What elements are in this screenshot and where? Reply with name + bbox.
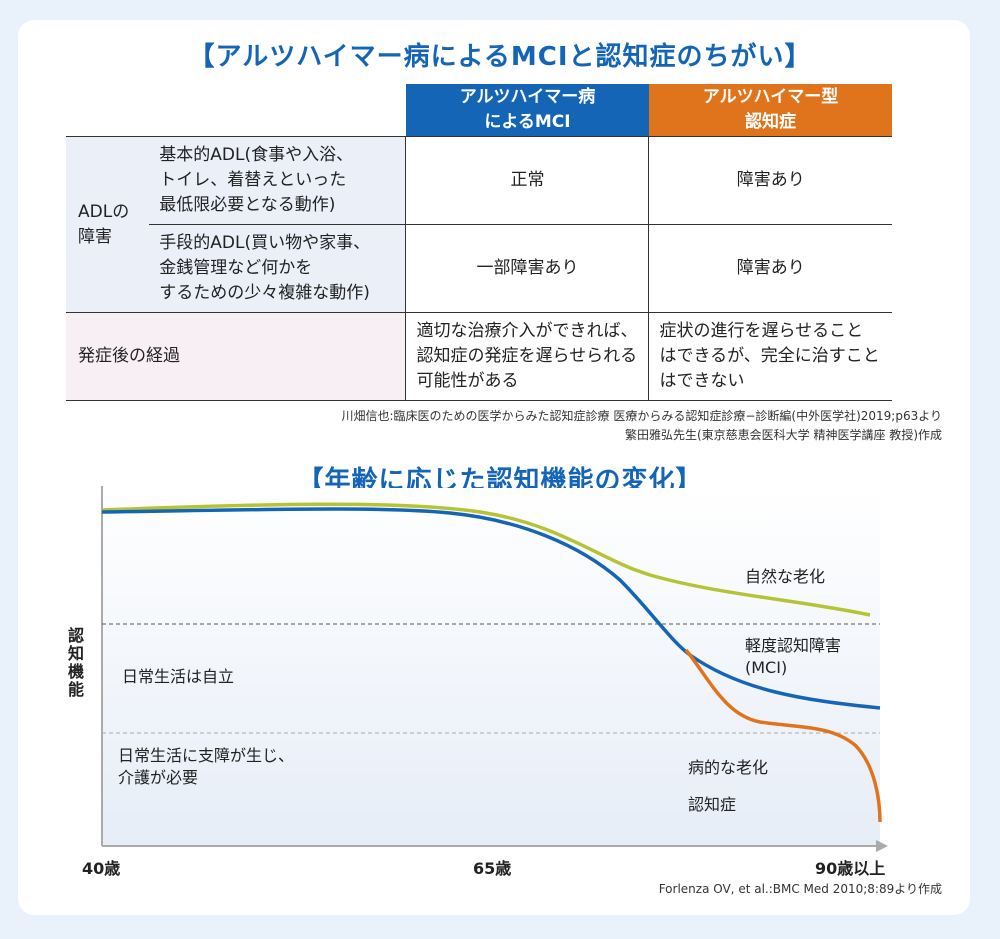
plot-area	[102, 488, 880, 846]
course-dementia: 症状の進行を遅らせること はできるが、完全に治すこと はできない	[648, 312, 892, 401]
source-line-2: 繁田雅弘先生(東京慈恵会医科大学 精神医学講座 教授)作成	[625, 428, 942, 442]
x-tick-90: 90歳以上	[815, 859, 886, 878]
basic-adl-label: 基本的ADL(食事や入浴、 トイレ、着替えといった 最低限必要となる動作)	[149, 136, 406, 225]
header-mci: アルツハイマー病 によるMCI	[405, 84, 649, 137]
source-line-1: 川畑信也:臨床医のための医学からみた認知症診療 医療からみる認知症診療−診断編(…	[341, 409, 942, 423]
course-mci: 適切な治療介入ができれば、 認知症の発症を遅らせられる 可能性がある	[405, 312, 649, 401]
label-normal-aging: 自然な老化	[745, 567, 826, 586]
course-label: 発症後の経過	[66, 312, 406, 401]
instrumental-adl-mci: 一部障害あり	[405, 224, 649, 313]
label-mci: 軽度認知障害 (MCI)	[745, 636, 842, 677]
zone-care-needed: 日常生活に支障が生じ、 介護が必要	[118, 746, 295, 787]
zone-independent: 日常生活は自立	[122, 667, 235, 686]
instrumental-adl-dementia: 障害あり	[648, 224, 892, 313]
curve-normal-aging	[101, 502, 871, 617]
label-pathological: 病的な老化	[688, 758, 769, 777]
y-axis-label: 認知機能	[67, 626, 84, 699]
adl-label: ADLの 障害	[66, 136, 150, 313]
comparison-table: アルツハイマー病 によるMCI アルツハイマー型 認知症 ADLの 障害 基本的…	[66, 84, 892, 401]
curve-mci	[101, 507, 881, 710]
instrumental-adl-label: 手段的ADL(買い物や家事、 金銭管理など何かを するための少々複雑な動作)	[149, 224, 406, 313]
comparison-title: 【アルツハイマー病によるMCIと認知症のちがい】	[188, 42, 812, 72]
basic-adl-dementia: 障害あり	[648, 136, 892, 225]
basic-adl-mci: 正常	[405, 136, 649, 225]
source-note: 川畑信也:臨床医のための医学からみた認知症診療 医療からみる認知症診療−診断編(…	[341, 407, 942, 445]
curve-pathological	[684, 648, 882, 823]
x-axis-arrow	[876, 840, 888, 852]
label-dementia: 認知症	[688, 795, 737, 814]
chart-source: Forlenza OV, et al.:BMC Med 2010;8:89より作…	[658, 882, 942, 896]
x-tick-65: 65歳	[473, 859, 512, 878]
x-tick-40: 40歳	[82, 859, 121, 878]
header-dementia: アルツハイマー型 認知症	[648, 84, 892, 137]
